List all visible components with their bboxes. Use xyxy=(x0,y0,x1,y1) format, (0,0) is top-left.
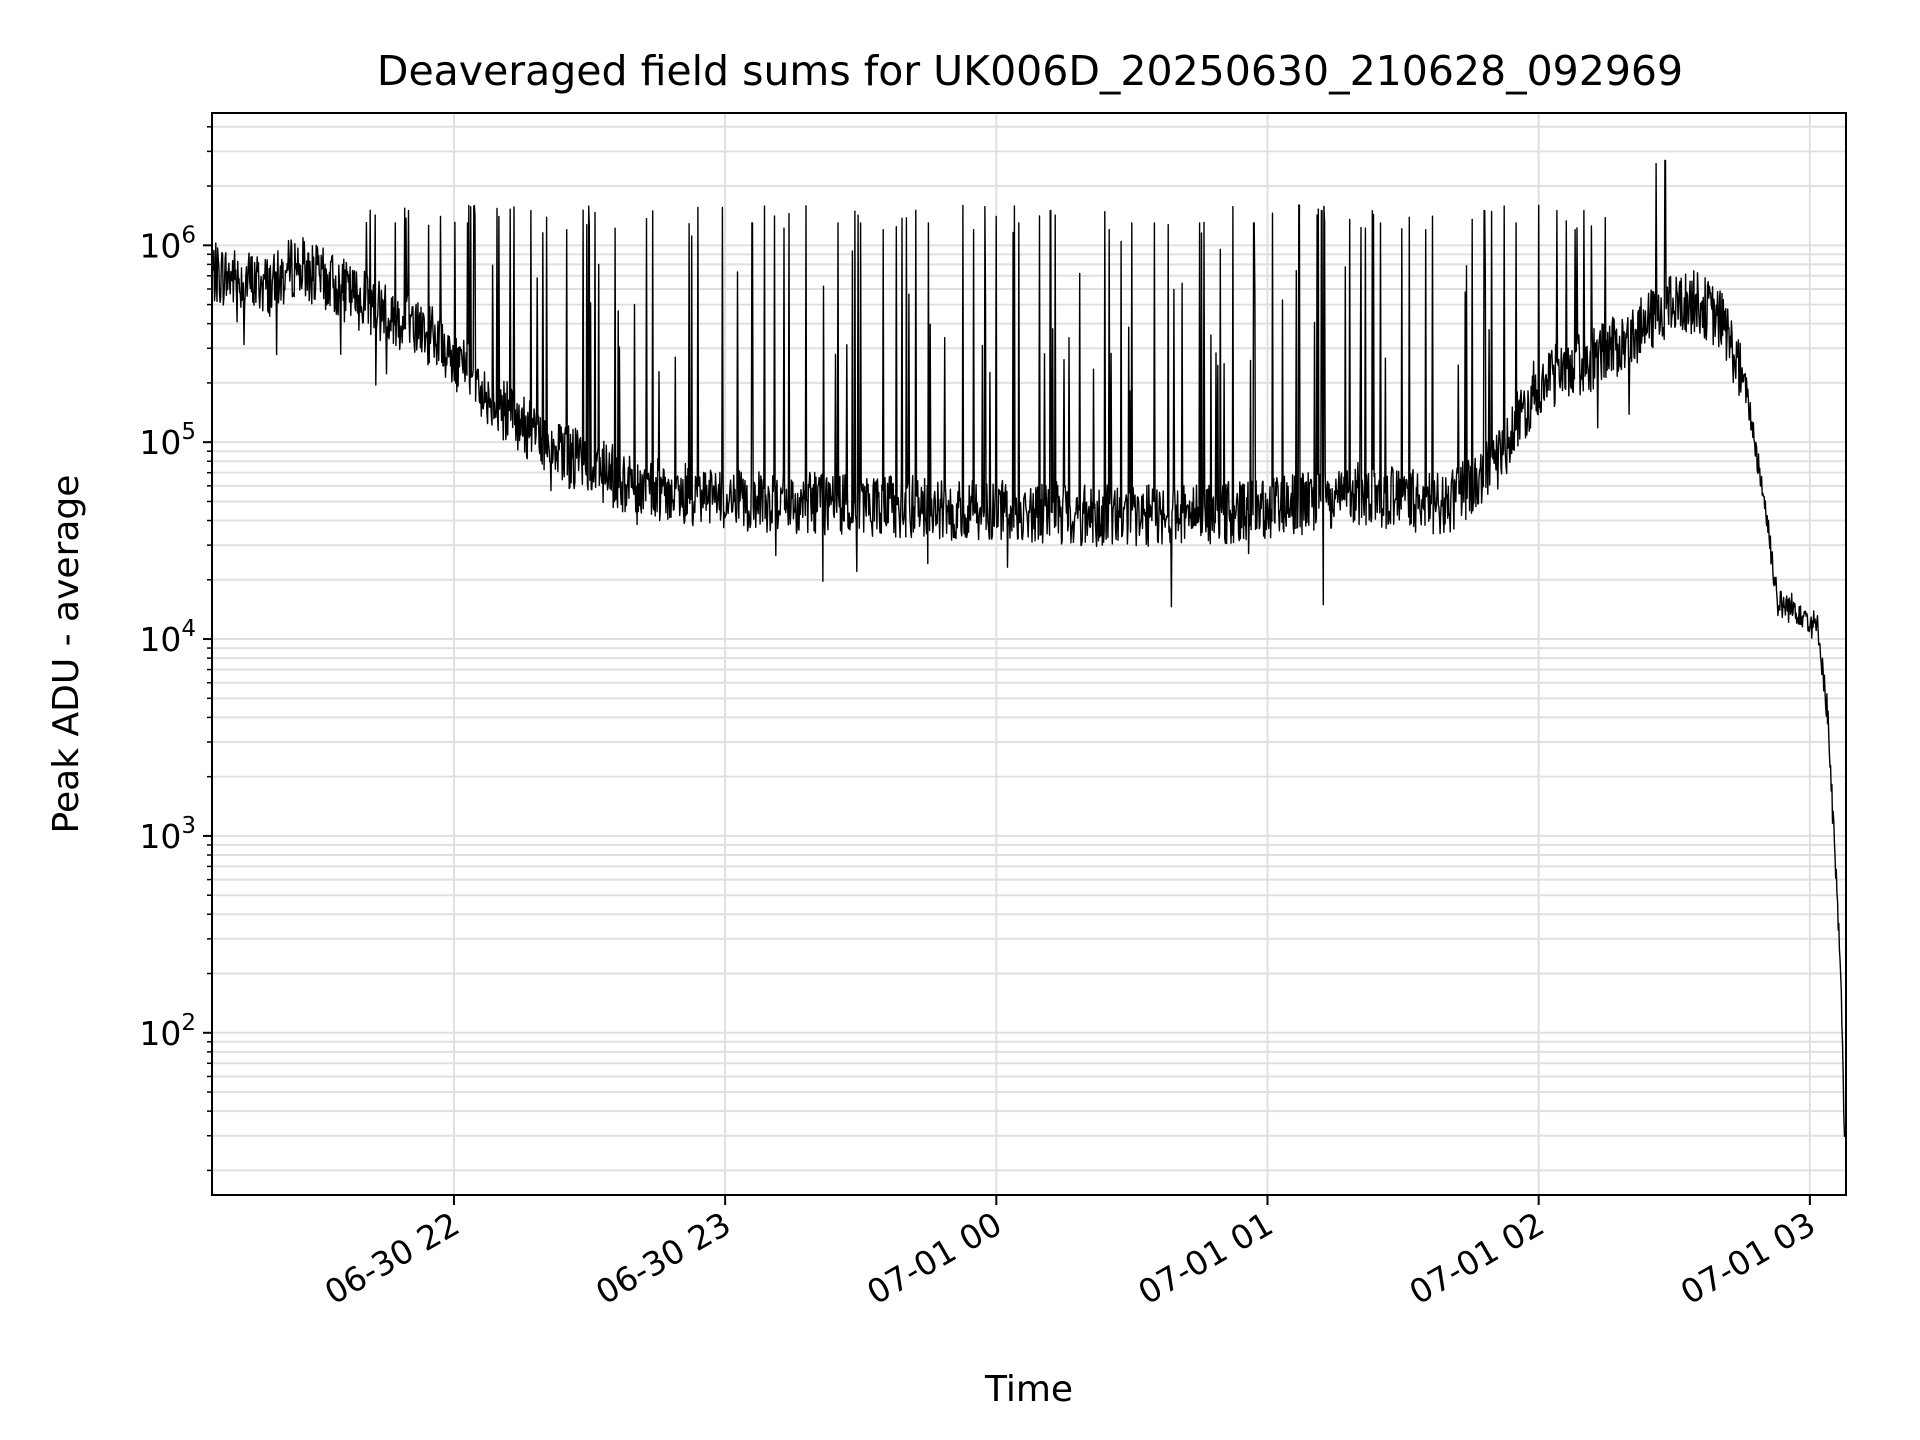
y-tick-label: 106 xyxy=(139,222,196,265)
series xyxy=(211,159,1846,1137)
y-tick-label: 105 xyxy=(139,419,196,462)
chart-title: Deaveraged field sums for UK006D_2025063… xyxy=(377,47,1683,95)
grid xyxy=(212,113,1846,1195)
plot-frame xyxy=(211,112,1847,1196)
y-tick-label: 104 xyxy=(139,616,196,659)
y-axis: 102 103 104 105 106 xyxy=(139,126,212,1172)
y-axis-label: Peak ADU - average xyxy=(46,475,87,834)
y-tick-label: 102 xyxy=(139,1010,196,1053)
x-axis-label: Time xyxy=(984,1369,1073,1410)
y-tick-label: 103 xyxy=(139,813,196,856)
series-line xyxy=(211,159,1846,1137)
